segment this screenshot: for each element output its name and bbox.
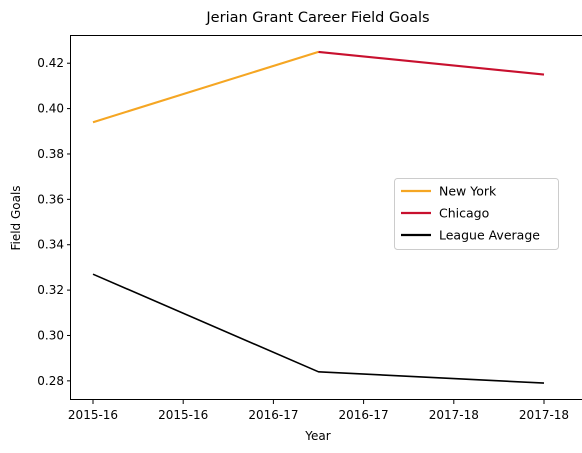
y-tick-label: 0.36: [37, 192, 64, 206]
y-tick-label: 0.42: [37, 56, 64, 70]
x-tick-label: 2017-18: [519, 408, 569, 422]
legend-label: League Average: [439, 228, 540, 243]
series-line-league-average: [92, 273, 545, 384]
series-line-new-york: [92, 50, 319, 124]
legend-box: [394, 178, 559, 250]
plot-area: [70, 35, 582, 400]
x-tick-label: 2015-16: [68, 408, 118, 422]
legend-label: New York: [439, 184, 497, 199]
y-tick-label: 0.40: [37, 102, 64, 116]
legend-label: Chicago: [439, 206, 489, 221]
legend: New York Chicago League Average: [394, 178, 559, 250]
x-tick-label: 2017-18: [429, 408, 479, 422]
series-line-chicago: [318, 50, 545, 76]
y-axis: 0.28 0.30 0.32 0.34 0.36 0.38 0.40 0.42: [37, 56, 71, 388]
series-lines: [92, 50, 545, 384]
x-axis: 2015-16 2015-16 2016-17 2016-17 2017-18 2017-…: [68, 400, 569, 422]
y-tick-label: 0.32: [37, 283, 64, 297]
plot-frame: [70, 35, 582, 400]
y-tick-label: 0.30: [37, 328, 64, 342]
x-axis-label: Year: [304, 429, 330, 443]
x-tick-label: 2015-16: [158, 408, 208, 422]
x-tick-label: 2016-17: [248, 408, 298, 422]
y-axis-label: Field Goals: [9, 185, 23, 250]
y-tick-label: 0.28: [37, 374, 64, 388]
x-tick-label: 2016-17: [339, 408, 389, 422]
y-tick-label: 0.34: [37, 238, 64, 252]
y-tick-label: 0.38: [37, 147, 64, 161]
chart-title: Jerian Grant Career Field Goals: [205, 10, 429, 26]
